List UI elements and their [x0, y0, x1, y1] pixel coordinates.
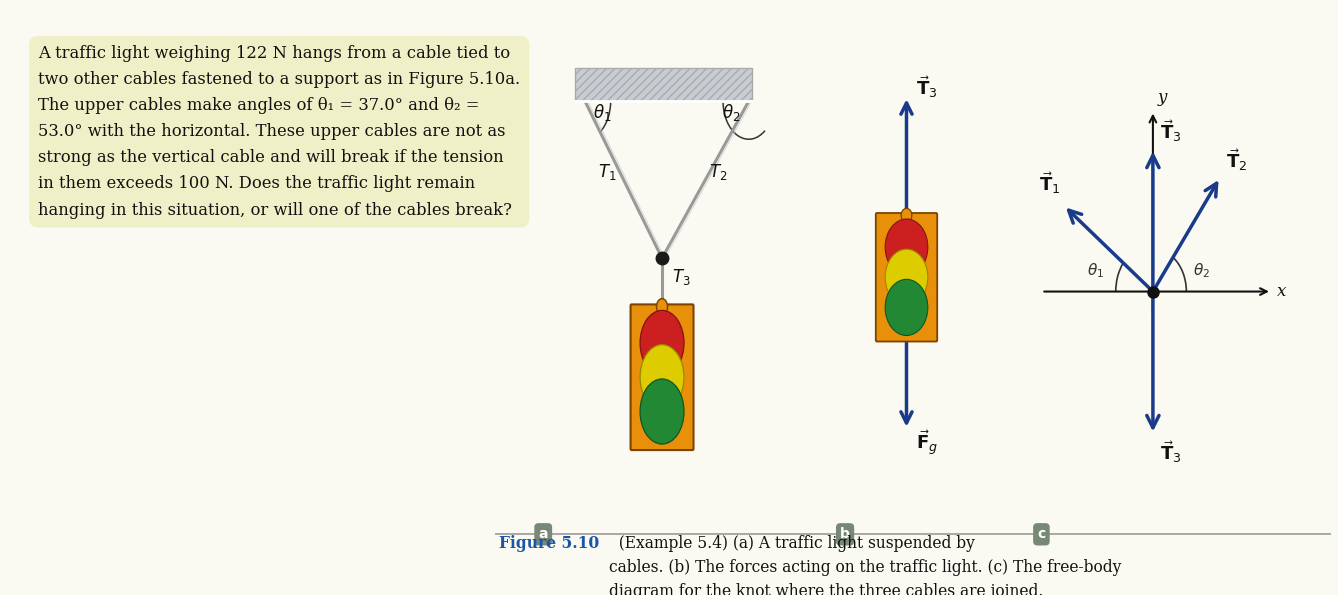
Text: $\theta_2$: $\theta_2$: [723, 102, 740, 123]
Text: $\vec{\mathbf{F}}_g$: $\vec{\mathbf{F}}_g$: [915, 430, 938, 458]
Text: $\vec{\mathbf{T}}_2$: $\vec{\mathbf{T}}_2$: [1226, 147, 1247, 173]
Circle shape: [657, 299, 668, 315]
Text: $T_1$: $T_1$: [598, 162, 617, 182]
Text: $\vec{\mathbf{T}}_1$: $\vec{\mathbf{T}}_1$: [1038, 170, 1060, 196]
Text: y: y: [1157, 89, 1167, 106]
Text: $\theta_1$: $\theta_1$: [1086, 261, 1104, 280]
Text: b: b: [840, 527, 850, 541]
Text: $T_3$: $T_3$: [672, 267, 690, 287]
Circle shape: [886, 279, 927, 336]
Circle shape: [886, 219, 927, 275]
FancyBboxPatch shape: [876, 213, 937, 342]
Text: $\vec{\mathbf{T}}_3$: $\vec{\mathbf{T}}_3$: [1160, 118, 1181, 144]
Text: $\vec{\mathbf{T}}_3$: $\vec{\mathbf{T}}_3$: [1160, 439, 1181, 465]
Text: $\theta_2$: $\theta_2$: [1192, 261, 1210, 280]
Text: $\theta_1$: $\theta_1$: [593, 102, 611, 123]
Text: a: a: [538, 527, 549, 541]
Text: A traffic light weighing 122 N hangs from a cable tied to
two other cables faste: A traffic light weighing 122 N hangs fro…: [39, 45, 520, 218]
Text: $T_2$: $T_2$: [709, 162, 728, 182]
Text: x: x: [1278, 283, 1287, 300]
FancyBboxPatch shape: [630, 305, 693, 450]
Circle shape: [902, 208, 911, 223]
Text: c: c: [1037, 527, 1045, 541]
Text: $\vec{\mathbf{T}}_3$: $\vec{\mathbf{T}}_3$: [915, 74, 937, 100]
Text: (Example 5.4) (a) A traffic light suspended by
cables. (b) The forces acting on : (Example 5.4) (a) A traffic light suspen…: [609, 536, 1121, 595]
Circle shape: [640, 379, 684, 444]
Circle shape: [886, 249, 927, 305]
Circle shape: [640, 311, 684, 375]
Text: Figure 5.10: Figure 5.10: [499, 536, 599, 553]
FancyBboxPatch shape: [575, 68, 752, 101]
Circle shape: [640, 345, 684, 410]
